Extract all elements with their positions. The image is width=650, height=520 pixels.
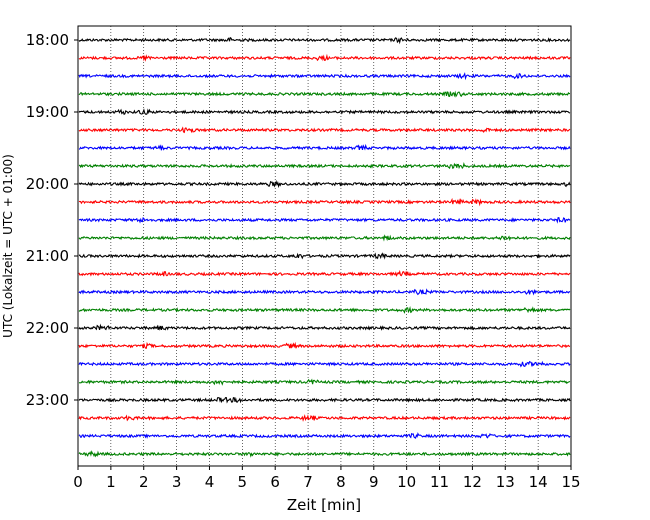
trace-0 <box>78 36 571 45</box>
trace-7 <box>78 162 571 170</box>
x-tick-label-9: 9 <box>369 473 379 491</box>
trace-9 <box>78 197 571 207</box>
x-tick-label-0: 0 <box>73 473 83 491</box>
x-tick-label-10: 10 <box>397 473 416 491</box>
trace-10 <box>78 217 571 224</box>
trace-4 <box>78 108 571 116</box>
y-tick-label-0: 18:00 <box>26 31 69 49</box>
x-tick-label-7: 7 <box>303 473 313 491</box>
x-axis-ticks: 0 1 2 3 4 5 6 7 8 9 10 11 12 13 14 15 <box>73 466 581 491</box>
x-tick-label-15: 15 <box>561 473 580 491</box>
trace-22 <box>78 432 571 439</box>
x-tick-label-13: 13 <box>496 473 515 491</box>
trace-11 <box>78 234 571 242</box>
seismogram-traces <box>78 36 571 458</box>
plot-frame <box>77 25 572 467</box>
y-tick-label-2: 20:00 <box>26 175 69 193</box>
x-tick-label-11: 11 <box>430 473 449 491</box>
trace-20 <box>78 396 571 404</box>
trace-3 <box>78 90 571 98</box>
trace-13 <box>78 269 571 278</box>
y-axis-title: UTC (Lokalzeit = UTC + 01:00) <box>1 154 15 338</box>
trace-16 <box>78 323 571 331</box>
x-axis-title: Zeit [min] <box>287 496 361 514</box>
trace-6 <box>78 143 571 151</box>
y-axis-ticks: 18:00 19:00 20:00 21:00 22:00 23:00 <box>26 31 78 409</box>
x-tick-label-6: 6 <box>270 473 280 491</box>
trace-2 <box>78 72 571 81</box>
x-tick-label-8: 8 <box>336 473 346 491</box>
trace-17 <box>78 341 571 349</box>
x-tick-label-2: 2 <box>139 473 149 491</box>
grid-lines <box>110 26 539 466</box>
trace-1 <box>78 53 571 62</box>
y-tick-label-1: 19:00 <box>26 103 69 121</box>
trace-14 <box>78 288 571 296</box>
x-tick-label-1: 1 <box>106 473 116 491</box>
trace-19 <box>78 378 571 386</box>
trace-21 <box>78 414 571 422</box>
trace-5 <box>78 126 571 134</box>
trace-23 <box>78 450 571 458</box>
trace-15 <box>78 306 571 314</box>
trace-18 <box>78 360 571 368</box>
x-tick-label-4: 4 <box>205 473 215 491</box>
y-tick-label-4: 22:00 <box>26 319 69 337</box>
y-tick-label-5: 23:00 <box>26 391 69 409</box>
x-tick-label-12: 12 <box>463 473 482 491</box>
y-tick-label-3: 21:00 <box>26 247 69 265</box>
trace-8 <box>78 179 571 189</box>
x-tick-label-5: 5 <box>238 473 248 491</box>
x-tick-label-3: 3 <box>172 473 182 491</box>
trace-12 <box>78 252 571 260</box>
x-tick-label-14: 14 <box>529 473 548 491</box>
